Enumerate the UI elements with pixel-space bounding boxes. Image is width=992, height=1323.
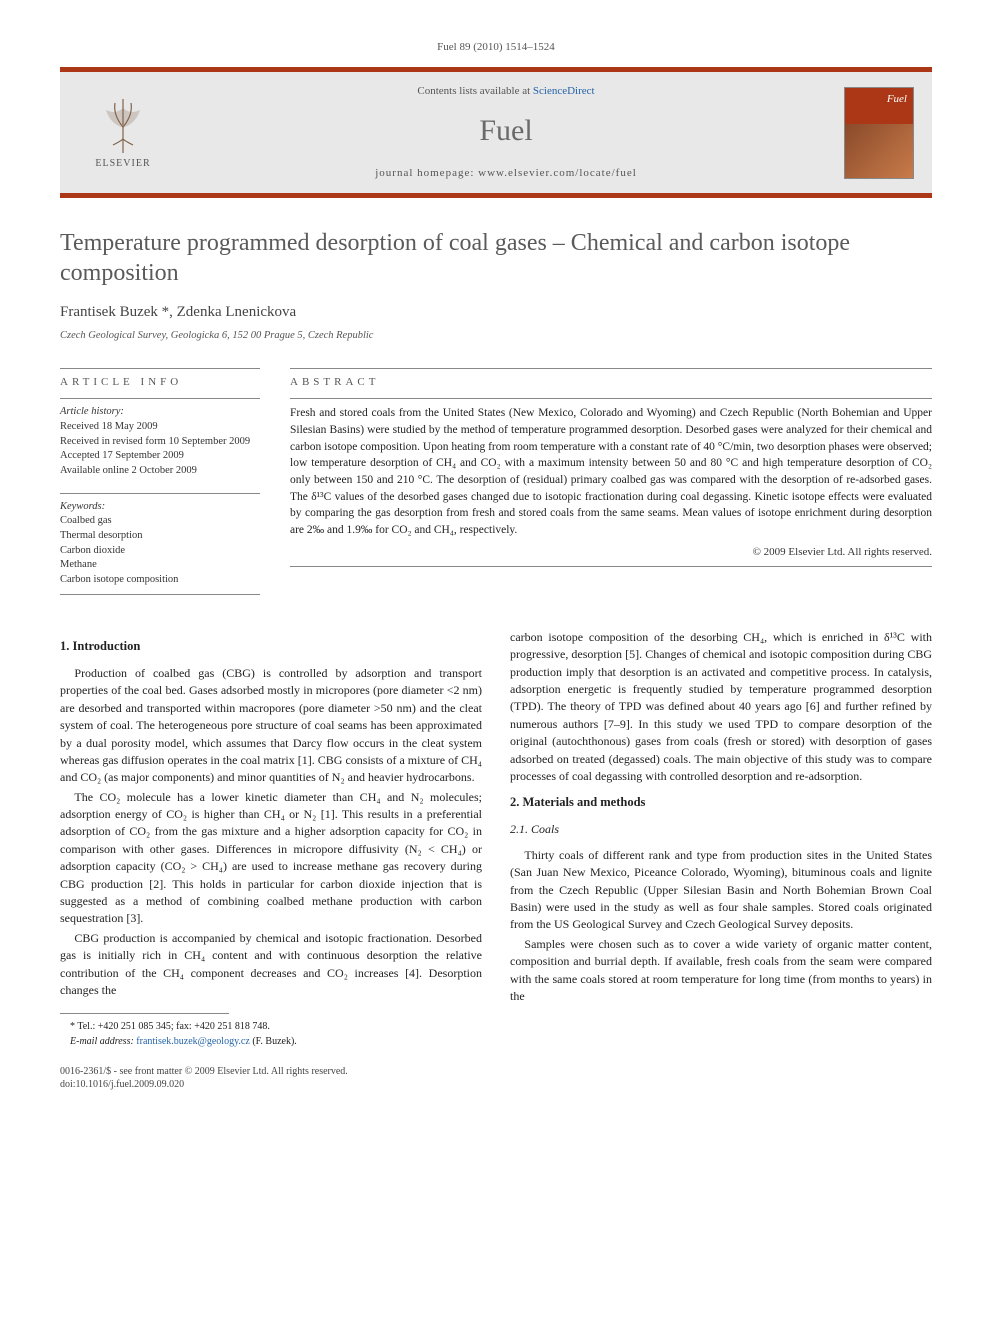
meta-row: ARTICLE INFO Article history: Received 1… — [60, 362, 932, 601]
journal-name: Fuel — [168, 110, 844, 152]
abstract-heading: ABSTRACT — [290, 375, 932, 390]
authors-line: Frantisek Buzek *, Zdenka Lnenickova — [60, 302, 932, 323]
section-1-heading: 1. Introduction — [60, 637, 482, 655]
revised-date: Received in revised form 10 September 20… — [60, 435, 260, 450]
section-2-heading: 2. Materials and methods — [510, 793, 932, 811]
received-date: Received 18 May 2009 — [60, 420, 260, 435]
divider — [290, 566, 932, 567]
divider — [60, 368, 260, 369]
journal-cover-thumb: Fuel — [844, 87, 914, 179]
keyword: Methane — [60, 558, 260, 573]
divider — [60, 594, 260, 595]
abstract-copyright: © 2009 Elsevier Ltd. All rights reserved… — [290, 545, 932, 560]
body-paragraph: Thirty coals of different rank and type … — [510, 847, 932, 934]
page-root: Fuel 89 (2010) 1514–1524 ELSEVIER Conten… — [0, 0, 992, 1131]
keyword: Coalbed gas — [60, 514, 260, 529]
journal-homepage-line: journal homepage: www.elsevier.com/locat… — [168, 166, 844, 181]
abstract-text: Fresh and stored coals from the United S… — [290, 405, 932, 538]
divider — [290, 398, 932, 399]
author-email[interactable]: frantisek.buzek@geology.cz — [136, 1036, 250, 1047]
citation-line: Fuel 89 (2010) 1514–1524 — [60, 40, 932, 55]
journal-center-block: Contents lists available at ScienceDirec… — [168, 84, 844, 181]
online-date: Available online 2 October 2009 — [60, 464, 260, 479]
body-paragraph: Production of coalbed gas (CBG) is contr… — [60, 665, 482, 787]
section-2-1-heading: 2.1. Coals — [510, 821, 932, 838]
email-footnote: E-mail address: frantisek.buzek@geology.… — [60, 1035, 482, 1050]
article-info-heading: ARTICLE INFO — [60, 375, 260, 390]
keywords-label: Keywords: — [60, 500, 260, 515]
history-label: Article history: — [60, 405, 260, 420]
cover-thumb-image — [845, 124, 913, 178]
divider — [290, 368, 932, 369]
cover-thumb-title: Fuel — [887, 92, 907, 107]
publisher-logo-block: ELSEVIER — [78, 95, 168, 171]
abstract-block: ABSTRACT Fresh and stored coals from the… — [290, 362, 932, 601]
keyword: Carbon dioxide — [60, 544, 260, 559]
contents-prefix: Contents lists available at — [417, 85, 532, 97]
sciencedirect-link[interactable]: ScienceDirect — [533, 85, 595, 97]
article-history: Article history: Received 18 May 2009 Re… — [60, 405, 260, 478]
homepage-url[interactable]: www.elsevier.com/locate/fuel — [478, 167, 637, 179]
affiliation: Czech Geological Survey, Geologicka 6, 1… — [60, 329, 932, 344]
keyword: Carbon isotope composition — [60, 573, 260, 588]
article-info-block: ARTICLE INFO Article history: Received 1… — [60, 362, 260, 601]
homepage-label: journal homepage: — [375, 167, 478, 179]
body-paragraph: Samples were chosen such as to cover a w… — [510, 936, 932, 1006]
email-label: E-mail address: — [70, 1036, 134, 1047]
doi-line: doi:10.1016/j.fuel.2009.09.020 — [60, 1078, 932, 1091]
body-paragraph: The CO₂ molecule has a lower kinetic dia… — [60, 789, 482, 928]
keyword: Thermal desorption — [60, 529, 260, 544]
body-paragraph: carbon isotope composition of the desorb… — [510, 629, 932, 786]
journal-header-box: ELSEVIER Contents lists available at Sci… — [60, 67, 932, 198]
page-footer: 0016-2361/$ - see front matter © 2009 El… — [60, 1065, 932, 1091]
email-author-suffix: (F. Buzek). — [252, 1036, 296, 1047]
accepted-date: Accepted 17 September 2009 — [60, 449, 260, 464]
keywords-block: Keywords: Coalbed gas Thermal desorption… — [60, 500, 260, 588]
contents-lists-line: Contents lists available at ScienceDirec… — [168, 84, 844, 99]
body-paragraph: CBG production is accompanied by chemica… — [60, 930, 482, 1000]
divider — [60, 398, 260, 399]
issn-line: 0016-2361/$ - see front matter © 2009 El… — [60, 1065, 932, 1078]
divider — [60, 493, 260, 494]
elsevier-tree-icon — [93, 95, 153, 155]
publisher-name: ELSEVIER — [95, 157, 150, 171]
body-columns: 1. Introduction Production of coalbed ga… — [60, 629, 932, 1050]
footnote-separator — [60, 1013, 229, 1014]
corresponding-author-note: * Tel.: +420 251 085 345; fax: +420 251 … — [60, 1020, 482, 1035]
article-title: Temperature programmed desorption of coa… — [60, 228, 932, 288]
